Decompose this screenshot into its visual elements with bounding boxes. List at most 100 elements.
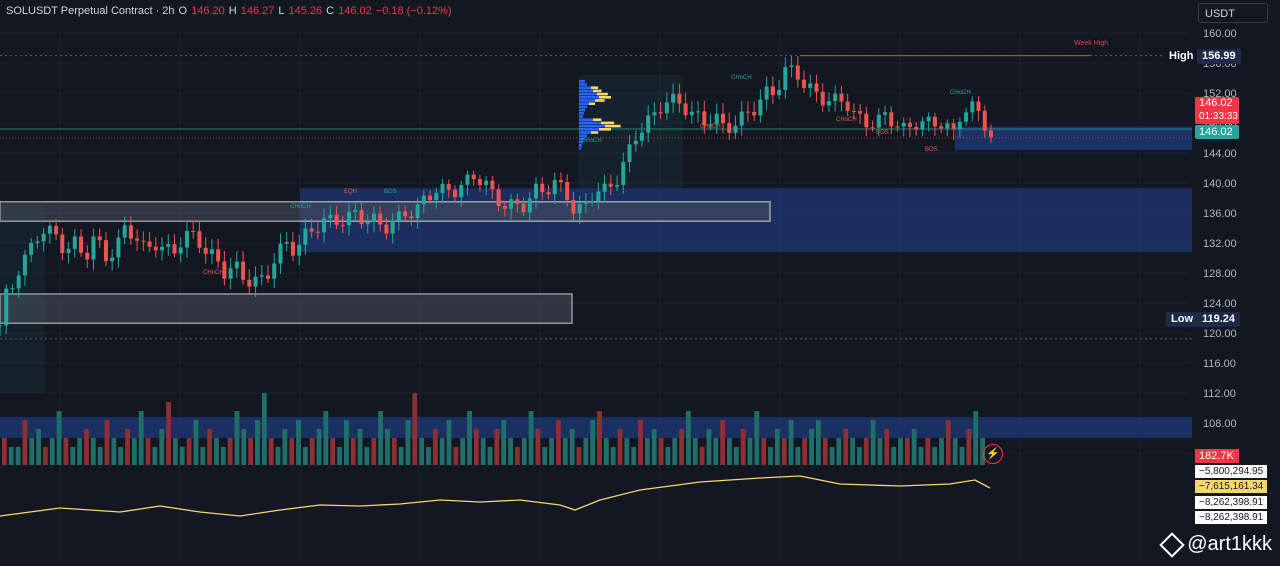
candle-body: [527, 198, 532, 213]
profile-bar-blue: [579, 92, 597, 96]
volume-bar: [870, 420, 876, 465]
volume-bar: [692, 438, 698, 465]
price-tick-label: 108.00: [1203, 418, 1237, 430]
candle-body: [116, 237, 121, 258]
profile-bar-yellow: [593, 118, 602, 121]
price-tick-label: 128.00: [1203, 268, 1237, 280]
volume-bar: [84, 429, 89, 465]
volume-bar: [220, 447, 226, 465]
candle-body: [702, 111, 707, 126]
candle-body: [814, 83, 819, 92]
volume-bar: [747, 438, 753, 465]
candle-body: [209, 249, 214, 254]
binance-logo-icon: [1159, 531, 1185, 558]
volume-bar: [207, 429, 212, 465]
volume-bar: [843, 429, 849, 465]
candle-body: [66, 248, 71, 253]
volume-bar: [214, 438, 219, 465]
candle-body: [22, 254, 27, 276]
volume-bar: [945, 420, 951, 465]
cvd-value-4: −8,262,398.91: [1195, 511, 1268, 524]
candle-body: [35, 241, 40, 243]
cvd-value-1: −5,800,294.95: [1195, 465, 1268, 478]
profile-bar-blue: [579, 147, 581, 150]
candle-body: [371, 213, 376, 223]
structure-label: CHoCH: [950, 90, 971, 96]
volume-bar: [15, 447, 21, 465]
profile-bar-blue: [579, 102, 589, 105]
price-tick-label: 124.00: [1203, 298, 1237, 310]
candle-body: [982, 110, 987, 131]
price-tick-label: 112.00: [1203, 388, 1236, 400]
volume-bar: [241, 429, 247, 465]
candle-body: [0, 325, 2, 327]
profile-bar-yellow: [593, 89, 602, 93]
candle-body: [340, 224, 345, 226]
candle-body: [490, 180, 495, 190]
symbol-title[interactable]: SOLUSDT Perpetual Contract · 2h: [6, 5, 175, 17]
volume-bar: [22, 420, 28, 465]
candle-body: [646, 115, 651, 133]
profile-bar-yellow: [597, 92, 608, 96]
profile-bar-blue: [579, 124, 605, 128]
volume-bar: [186, 438, 192, 465]
candle-body: [901, 122, 906, 127]
volume-bar: [952, 438, 958, 465]
candle-body: [253, 276, 258, 287]
volume-bar: [405, 420, 411, 465]
volume-bar: [809, 429, 814, 465]
volume-bar: [2, 438, 7, 465]
candle-body: [103, 240, 108, 262]
candle-body: [851, 110, 856, 112]
profile-bar-blue: [579, 99, 595, 102]
volume-bar: [111, 438, 117, 465]
candle-body: [91, 236, 96, 260]
volume-bar: [473, 429, 479, 465]
candle-body: [172, 244, 177, 254]
volume-bar: [973, 411, 979, 465]
volume-bar: [603, 438, 609, 465]
volume-bar: [248, 438, 254, 465]
currency-selector[interactable]: USDT: [1198, 3, 1268, 23]
volume-bar: [754, 411, 760, 465]
structure-label: BOS: [925, 147, 938, 153]
profile-bar-blue: [579, 108, 585, 112]
price-axis[interactable]: 160.00156.00152.00148.00144.00140.00136.…: [1203, 28, 1237, 460]
volume-bar: [309, 438, 315, 465]
candle-body: [465, 174, 470, 185]
order-block-zones: [0, 55, 1192, 438]
profile-bar-blue: [579, 118, 593, 121]
candle-body: [16, 275, 21, 289]
volume-bar: [56, 411, 62, 465]
candle-body: [484, 180, 489, 186]
profile-bar-blue: [579, 86, 591, 89]
volume-bar: [795, 447, 801, 465]
demand-zone-top: [955, 126, 1192, 150]
volume-bar: [138, 411, 144, 465]
lightning-icon[interactable]: ⚡: [983, 444, 1003, 464]
candle-body: [421, 195, 426, 205]
candle-body: [359, 210, 364, 225]
volume-bar: [426, 447, 431, 465]
candle-body: [452, 189, 457, 198]
price-tick-label: 140.00: [1203, 178, 1237, 190]
volume-bar: [371, 438, 377, 465]
close-label: C: [326, 5, 335, 17]
volume-bar: [781, 438, 787, 465]
volume-bar: [419, 438, 425, 465]
volume-bar: [145, 438, 151, 465]
candle-body: [976, 101, 981, 111]
high-marker-label: High: [1164, 49, 1199, 64]
volume-bar: [774, 429, 780, 465]
volume-bars: [2, 393, 985, 465]
candle-body: [290, 242, 295, 256]
candle-body: [558, 179, 563, 183]
candle-body: [808, 83, 813, 88]
profile-bar-blue: [579, 140, 583, 144]
candle-body: [820, 91, 825, 106]
candle-body: [864, 113, 869, 128]
candle-body: [384, 224, 389, 234]
candle-body: [777, 89, 782, 96]
volume-bar: [706, 429, 712, 465]
